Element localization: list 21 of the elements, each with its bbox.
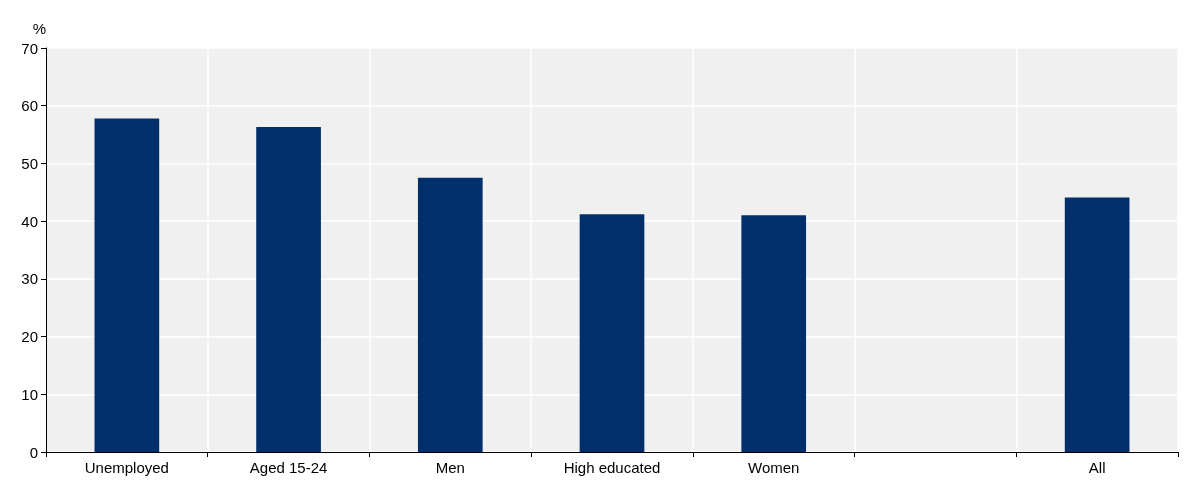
y-tick-label: 40: [21, 212, 38, 230]
y-tick-label: 0: [29, 443, 38, 461]
x-tick-label: Unemployed: [84, 459, 169, 476]
x-tick-label: High educated: [563, 459, 661, 476]
bar: [417, 177, 483, 452]
y-axis-title: %: [32, 20, 46, 37]
bar: [256, 127, 321, 452]
bar: [741, 215, 807, 452]
bar: [94, 118, 160, 452]
bar: [1064, 197, 1130, 452]
y-tick-label: 20: [21, 328, 38, 346]
bar: [579, 214, 645, 452]
y-tick-label: 10: [21, 385, 38, 403]
x-tick-label: Aged 15-24: [249, 459, 328, 476]
y-tick-label: 60: [21, 97, 38, 115]
y-tick-label: 50: [21, 154, 38, 172]
x-tick-label: Men: [435, 459, 465, 476]
y-tick-label: 30: [21, 270, 38, 288]
y-tick-label: 70: [21, 39, 38, 57]
x-tick-label: All: [1088, 459, 1106, 476]
x-tick-label: Women: [748, 459, 800, 476]
